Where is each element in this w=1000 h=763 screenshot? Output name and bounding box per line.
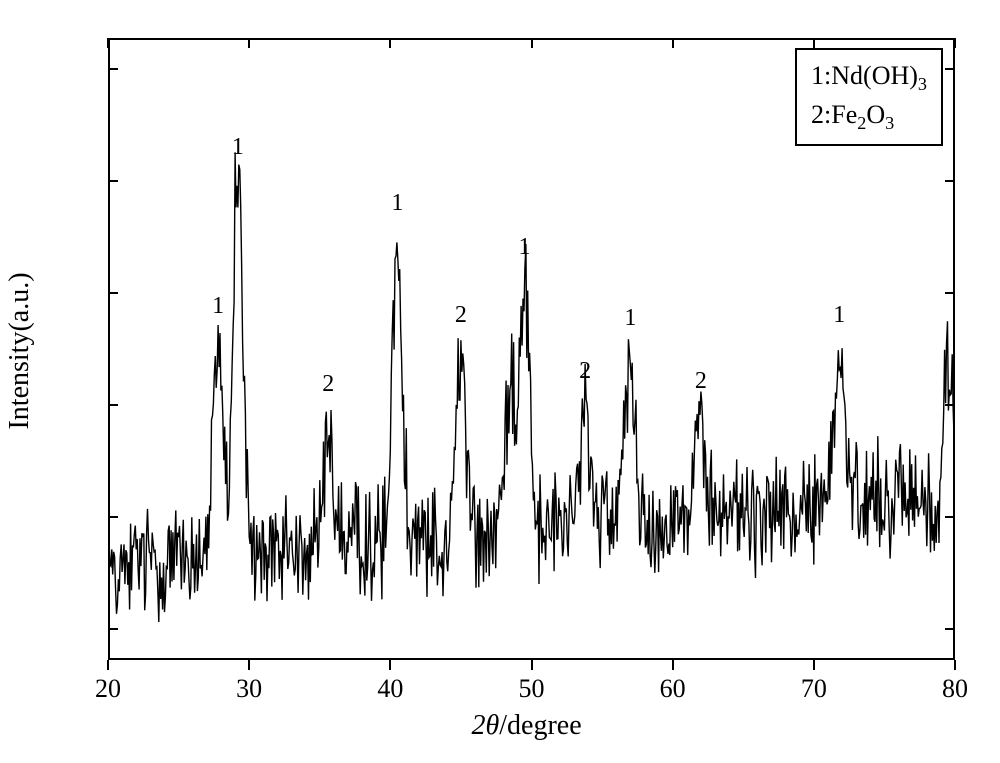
peak-label: 2	[322, 371, 334, 398]
peak-label: 1	[391, 190, 403, 217]
peak-label: 1	[624, 305, 636, 332]
peak-label: 2	[455, 302, 467, 329]
xrd-line	[0, 0, 1000, 763]
xrd-chart: Intensity(a.u.) 2θ/degree 1:Nd(OH)3 2:Fe…	[0, 0, 1000, 763]
peak-label: 1	[212, 293, 224, 320]
peak-label: 1	[833, 302, 845, 329]
peak-label: 2	[695, 368, 707, 395]
peak-label: 1	[518, 234, 530, 261]
peak-label: 1	[232, 134, 244, 161]
peak-label: 2	[579, 358, 591, 385]
